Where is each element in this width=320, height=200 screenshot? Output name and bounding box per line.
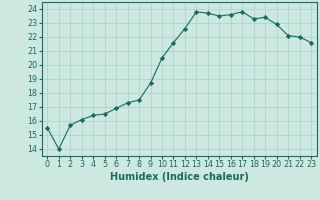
X-axis label: Humidex (Indice chaleur): Humidex (Indice chaleur) <box>110 172 249 182</box>
